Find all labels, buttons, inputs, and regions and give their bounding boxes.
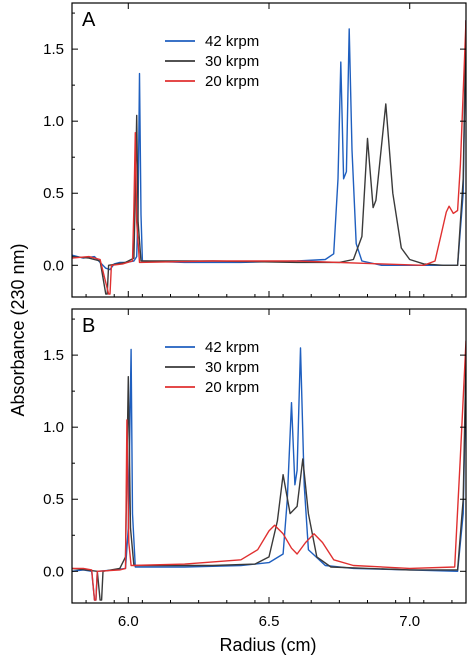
- legend-label: 30 krpm: [205, 53, 259, 70]
- y-tick-label: 1.0: [43, 113, 64, 130]
- y-axis-title: Absorbance (230 nm): [8, 243, 28, 416]
- y-tick-label: 0.0: [43, 563, 64, 580]
- panel-b: 0.0 0.5 1.0 1.5 6.0 6.5 7.0 B 42 krpm 30 krpm 20 k…: [43, 308, 467, 630]
- y-tick-label: 1.0: [43, 419, 64, 436]
- legend-label: 20 krpm: [205, 73, 259, 90]
- x-tick-label: 6.0: [118, 613, 139, 630]
- series-line-20-krpm: [72, 20, 466, 295]
- y-tick-label: 0.0: [43, 257, 64, 274]
- plot-frame: [71, 2, 467, 298]
- series-line-30-krpm: [72, 355, 466, 601]
- legend-label: 42 krpm: [205, 339, 259, 356]
- panels-group: 0.0 0.5 1.0 1.5 A 42 krpm 30 krpm 20 krpm 0.0 0.5…: [43, 2, 467, 630]
- legend-label: 42 krpm: [205, 33, 259, 50]
- x-tick-label: 7.0: [399, 613, 420, 630]
- panel-label: A: [82, 9, 96, 31]
- legend-label: 30 krpm: [205, 359, 259, 376]
- y-tick-label: 0.5: [43, 185, 64, 202]
- series-line-30-krpm: [72, 20, 466, 295]
- panel-label: B: [82, 315, 95, 337]
- series-line-42-krpm: [72, 20, 466, 271]
- panel-a: 0.0 0.5 1.0 1.5 A 42 krpm 30 krpm 20 krpm: [43, 2, 467, 298]
- y-tick-label: 1.5: [43, 41, 64, 58]
- legend-label: 20 krpm: [205, 379, 259, 396]
- y-tick-label: 0.5: [43, 491, 64, 508]
- x-axis-title: Radius (cm): [219, 635, 316, 655]
- x-tick-label: 6.5: [259, 613, 280, 630]
- y-tick-label: 1.5: [43, 347, 64, 364]
- series-line-20-krpm: [72, 340, 466, 601]
